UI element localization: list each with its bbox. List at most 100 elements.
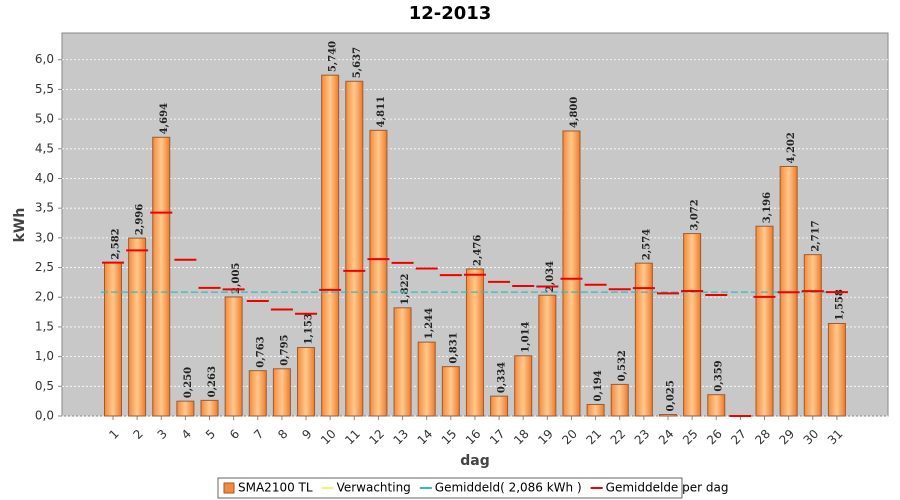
value-label: 0,025 <box>665 380 676 411</box>
value-label: 4,202 <box>786 132 797 163</box>
y-axis-title: kWh <box>12 208 28 243</box>
x-tick-label: 3 <box>155 427 170 442</box>
bar <box>248 370 267 417</box>
y-tick-label: 4,5 <box>35 141 54 155</box>
bar <box>586 403 605 417</box>
value-label: 3,072 <box>690 199 701 230</box>
value-label: 4,800 <box>569 97 580 128</box>
x-tick-label: 16 <box>463 427 484 448</box>
value-label: 0,795 <box>279 334 290 365</box>
x-axis-title: dag <box>460 453 490 469</box>
bar <box>779 165 798 417</box>
value-label: 5,740 <box>328 41 339 72</box>
value-label: 2,717 <box>810 220 821 251</box>
value-label: 2,034 <box>545 261 556 292</box>
bar <box>176 400 195 417</box>
y-tick-label: 0,0 <box>35 409 54 423</box>
bar <box>104 262 122 417</box>
x-tick-label: 19 <box>535 427 556 448</box>
x-tick-label: 25 <box>680 427 701 448</box>
bar <box>490 395 509 417</box>
legend-swatch <box>223 482 235 494</box>
x-tick-label: 24 <box>656 427 677 448</box>
bar <box>465 268 484 417</box>
bar <box>441 366 460 417</box>
x-tick-label: 1 <box>106 427 121 442</box>
value-label: 5,637 <box>352 47 363 78</box>
bar <box>152 136 171 417</box>
x-tick-label: 15 <box>439 427 460 448</box>
bar <box>755 225 774 417</box>
y-tick-label: 5,0 <box>35 112 54 126</box>
y-tick-label: 5,5 <box>35 82 54 96</box>
bar <box>827 322 846 417</box>
y-tick-label: 1,5 <box>35 319 54 333</box>
x-tick-label: 10 <box>318 427 339 448</box>
x-tick-label: 5 <box>203 427 218 442</box>
bar <box>538 294 557 417</box>
x-tick-label: 21 <box>583 427 604 448</box>
bar <box>417 341 436 417</box>
x-tick-label: 11 <box>342 427 363 448</box>
bar <box>514 355 533 417</box>
bar <box>658 414 677 417</box>
bar <box>803 254 822 417</box>
value-label: 1,014 <box>521 321 532 352</box>
x-tick-label: 13 <box>390 427 411 448</box>
value-label: 0,763 <box>255 336 266 367</box>
value-label: 2,574 <box>641 229 652 260</box>
bar <box>345 80 364 417</box>
legend-label: Gemiddeld( 2,086 kWh ) <box>435 481 582 495</box>
y-tick-label: 3,5 <box>35 201 54 215</box>
x-tick-label: 26 <box>704 427 725 448</box>
x-tick-label: 8 <box>275 427 290 442</box>
value-label: 1,822 <box>400 273 411 304</box>
y-tick-label: 6,0 <box>35 52 54 66</box>
x-tick-label: 9 <box>299 427 314 442</box>
value-label: 1,558 <box>834 289 845 320</box>
value-label: 3,196 <box>762 192 773 223</box>
y-tick-label: 2,0 <box>35 290 54 304</box>
y-tick-label: 4,0 <box>35 171 54 185</box>
value-label: 2,005 <box>231 263 242 294</box>
x-tick-label: 2 <box>130 427 145 442</box>
x-tick-label: 30 <box>801 427 822 448</box>
legend-label: Gemiddelde per dag <box>606 481 729 495</box>
bar <box>369 129 388 417</box>
y-tick-label: 1,0 <box>35 349 54 363</box>
bar <box>321 74 340 417</box>
value-label: 4,694 <box>159 103 170 134</box>
value-label: 0,194 <box>593 370 604 401</box>
x-tick-label: 23 <box>632 427 653 448</box>
legend-label: SMA2100 TL <box>238 481 313 495</box>
x-tick-label: 18 <box>511 427 532 448</box>
bar <box>562 130 581 417</box>
x-tick-label: 31 <box>825 427 846 448</box>
value-label: 0,532 <box>617 350 628 381</box>
bar <box>224 296 243 417</box>
chart-title: 12-2013 <box>409 3 492 24</box>
bar <box>128 237 147 417</box>
bar <box>683 233 702 417</box>
value-label: 1,244 <box>424 308 435 339</box>
x-tick-label: 7 <box>251 427 266 442</box>
bar <box>707 394 726 417</box>
y-tick-label: 0,5 <box>35 379 54 393</box>
value-label: 0,250 <box>183 367 194 398</box>
x-tick-label: 12 <box>366 427 387 448</box>
value-label: 0,263 <box>207 366 218 397</box>
bar <box>634 262 653 417</box>
bar <box>200 399 219 417</box>
bar <box>393 307 412 417</box>
x-tick-label: 20 <box>559 427 580 448</box>
bar <box>297 347 316 417</box>
x-tick-label: 14 <box>415 427 436 448</box>
value-label: 2,996 <box>135 204 146 235</box>
value-label: 2,582 <box>111 228 122 259</box>
value-label: 4,811 <box>376 96 387 127</box>
value-label: 0,359 <box>714 360 725 391</box>
legend-label: Verwachting <box>337 481 411 495</box>
value-label: 0,831 <box>448 332 459 363</box>
x-tick-label: 27 <box>728 427 749 448</box>
